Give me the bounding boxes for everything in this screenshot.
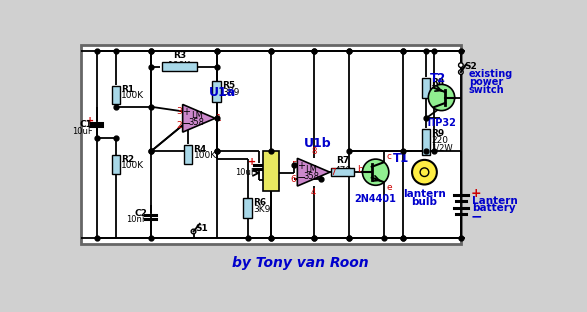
FancyBboxPatch shape xyxy=(331,168,355,176)
Text: 1: 1 xyxy=(216,114,222,123)
Text: T1: T1 xyxy=(393,152,409,165)
Text: +: + xyxy=(248,157,257,167)
Text: 100K: 100K xyxy=(122,91,144,100)
Text: 3: 3 xyxy=(176,107,182,116)
Text: 3K9: 3K9 xyxy=(222,88,239,97)
Circle shape xyxy=(458,70,463,74)
Text: +: + xyxy=(86,116,95,126)
Text: power: power xyxy=(468,77,503,87)
Text: b: b xyxy=(357,165,363,173)
Text: 10nF: 10nF xyxy=(126,215,147,224)
Text: Lantern: Lantern xyxy=(472,197,518,207)
Text: R9: R9 xyxy=(431,129,445,138)
Text: switch: switch xyxy=(468,85,504,95)
Text: 10uF: 10uF xyxy=(235,168,255,177)
Text: −: − xyxy=(182,119,191,129)
Text: 100K: 100K xyxy=(168,61,191,70)
Text: 5K: 5K xyxy=(265,167,277,176)
Polygon shape xyxy=(298,158,330,186)
Text: 470: 470 xyxy=(334,166,351,175)
Text: R6: R6 xyxy=(253,198,266,207)
Text: 8: 8 xyxy=(311,147,316,156)
FancyBboxPatch shape xyxy=(421,78,430,98)
Text: 2N4401: 2N4401 xyxy=(355,194,397,204)
Text: R1: R1 xyxy=(122,85,134,94)
Text: T2: T2 xyxy=(430,72,446,85)
FancyBboxPatch shape xyxy=(81,45,461,244)
Text: C2: C2 xyxy=(134,208,147,217)
FancyBboxPatch shape xyxy=(112,86,120,105)
Text: 7: 7 xyxy=(330,168,336,177)
Circle shape xyxy=(191,229,196,234)
Text: lantern: lantern xyxy=(403,189,446,199)
Text: e: e xyxy=(386,183,392,192)
Text: −: − xyxy=(471,209,483,223)
Text: C1: C1 xyxy=(80,120,93,129)
Text: 100K: 100K xyxy=(122,161,144,170)
Text: bulb: bulb xyxy=(411,197,437,207)
Text: LM: LM xyxy=(191,111,203,120)
Text: +: + xyxy=(471,187,481,200)
Text: R7: R7 xyxy=(336,156,349,165)
Text: +: + xyxy=(297,161,305,171)
Text: P1: P1 xyxy=(265,159,278,168)
FancyBboxPatch shape xyxy=(244,198,252,218)
Text: 100: 100 xyxy=(431,85,448,94)
Text: 6: 6 xyxy=(291,175,296,184)
Text: c: c xyxy=(386,152,392,161)
Text: 4: 4 xyxy=(311,188,316,197)
Text: R3: R3 xyxy=(173,51,186,60)
FancyBboxPatch shape xyxy=(212,80,221,102)
Text: 220: 220 xyxy=(431,136,448,145)
Circle shape xyxy=(412,160,437,184)
Text: LM: LM xyxy=(305,165,317,174)
Text: U1a: U1a xyxy=(209,86,236,99)
Circle shape xyxy=(429,85,455,110)
Text: −: − xyxy=(296,173,306,183)
FancyBboxPatch shape xyxy=(184,145,193,164)
Text: TIP32: TIP32 xyxy=(426,118,457,128)
Text: existing: existing xyxy=(468,69,513,79)
Text: 10uF: 10uF xyxy=(72,127,93,136)
Circle shape xyxy=(458,63,463,67)
Text: battery: battery xyxy=(472,203,515,213)
FancyBboxPatch shape xyxy=(112,155,120,174)
Text: S2: S2 xyxy=(465,62,477,71)
Text: S1: S1 xyxy=(195,224,208,233)
Text: R8: R8 xyxy=(431,78,444,87)
Text: 1/2W: 1/2W xyxy=(431,143,453,152)
Text: 3K9: 3K9 xyxy=(253,205,271,214)
Text: 100K: 100K xyxy=(194,151,217,160)
FancyBboxPatch shape xyxy=(162,62,197,71)
Circle shape xyxy=(362,159,389,185)
FancyBboxPatch shape xyxy=(263,151,279,192)
Text: +: + xyxy=(183,107,191,117)
Text: 358: 358 xyxy=(188,118,205,127)
Text: R2: R2 xyxy=(122,155,134,163)
Text: R4: R4 xyxy=(194,144,207,154)
Text: R5: R5 xyxy=(222,81,235,90)
Text: U1b: U1b xyxy=(304,137,332,150)
Text: 5: 5 xyxy=(291,161,296,170)
Text: 358: 358 xyxy=(303,172,319,181)
Polygon shape xyxy=(183,105,215,132)
Text: 2: 2 xyxy=(176,121,182,130)
FancyBboxPatch shape xyxy=(421,129,430,155)
Text: by Tony van Roon: by Tony van Roon xyxy=(232,256,369,270)
